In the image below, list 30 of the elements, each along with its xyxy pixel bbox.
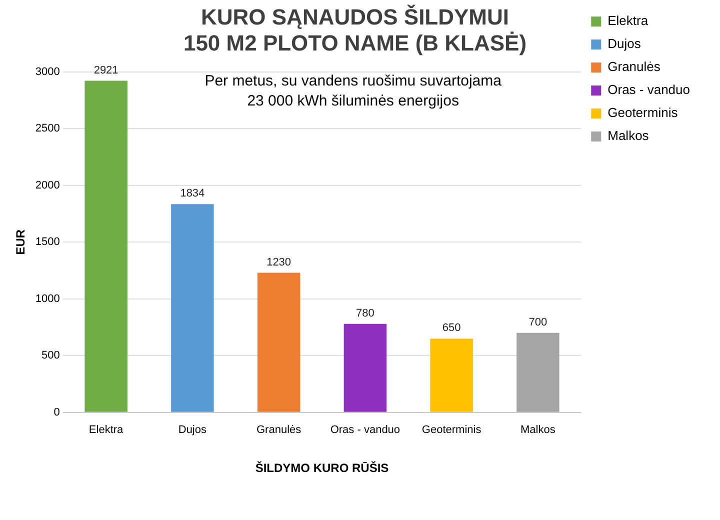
legend-label: Elektra	[608, 13, 649, 28]
y-tick-label: 1500	[35, 236, 60, 248]
annotation: 23 000 kWh šiluminės energijos	[247, 92, 459, 110]
legend-label: Oras - vanduo	[608, 82, 690, 98]
y-tick-label: 1000	[35, 292, 60, 305]
legend-label: Granulės	[608, 59, 661, 74]
legend-label: Malkos	[608, 128, 650, 144]
x-tick-label: Geoterminis	[422, 424, 482, 436]
data-label: 2921	[94, 64, 118, 76]
data-label: 780	[356, 307, 374, 320]
legend-label: Geoterminis	[608, 105, 678, 120]
y-tick-label: 500	[42, 350, 60, 362]
y-axis-title: EUR	[14, 229, 28, 255]
chart-title: KURO SĄNAUDOS ŠILDYMUI 150 M2 PLOTO NAME (B KLASĖ)	[183, 4, 527, 56]
x-tick-label: Granulės	[256, 424, 302, 436]
data-label: 700	[528, 316, 548, 328]
data-label: 1834	[180, 188, 205, 200]
y-tick-label: 3000	[35, 66, 60, 78]
y-tick-label: 2000	[35, 179, 60, 192]
data-label: 1230	[266, 256, 292, 268]
y-tick-label: 2500	[35, 122, 60, 135]
x-axis-title: ŠILDYMO KURO RŪŠIS	[255, 461, 389, 476]
data-label: 650	[442, 322, 461, 334]
y-tick-label: 0	[54, 406, 60, 418]
x-tick-label: Malkos	[520, 424, 556, 436]
x-tick-label: Oras - vanduo	[330, 424, 400, 436]
annotation: Per metus, su vandens ruošimu suvartojama	[204, 72, 502, 90]
x-tick-label: Elektra	[88, 424, 124, 436]
x-tick-label: Dujos	[178, 424, 207, 436]
legend-label: Dujos	[608, 36, 642, 52]
